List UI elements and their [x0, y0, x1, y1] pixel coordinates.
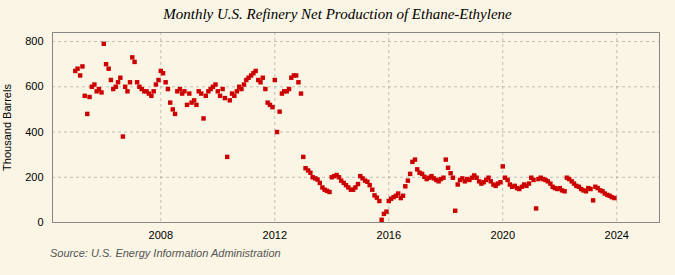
html-text:Source: U.S. Energy Informatio: Source: U.S. Energy Information Administ…: [50, 247, 281, 259]
svg-text:600: 600: [25, 80, 43, 92]
svg-text:2012: 2012: [263, 229, 287, 241]
svg-text:2016: 2016: [377, 229, 401, 241]
svg-text:2020: 2020: [491, 229, 515, 241]
svg-text:800: 800: [25, 35, 43, 47]
svg-text:0: 0: [37, 216, 43, 228]
svg-text:2024: 2024: [605, 229, 629, 241]
html-text:Monthly U.S. Refinery Net Prod: Monthly U.S. Refinery Net Production of …: [163, 6, 512, 22]
svg-text:400: 400: [25, 126, 43, 138]
svg-text:2008: 2008: [149, 229, 173, 241]
svg-text:200: 200: [25, 171, 43, 183]
svg-text:Thousand Barrels: Thousand Barrels: [1, 84, 13, 171]
